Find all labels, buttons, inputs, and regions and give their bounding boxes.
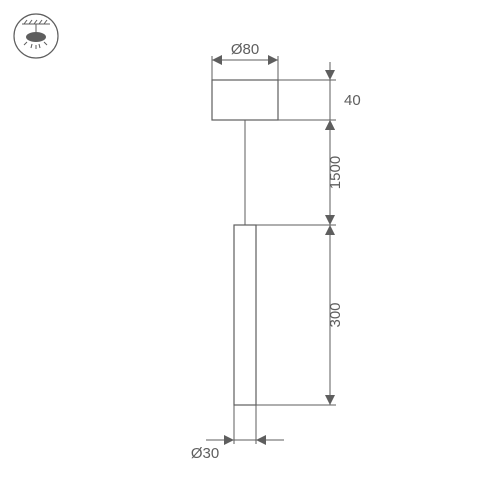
- lamp-body: [234, 225, 256, 405]
- pendant-lamp-drawing: Ø80 Ø30 40 1500 300: [0, 0, 500, 500]
- mounting-type-icon: [14, 14, 58, 58]
- dim-canopy-height: 40: [344, 92, 361, 109]
- dim-cable-length: 1500: [327, 156, 344, 189]
- dim-bottom-diameter: Ø30: [191, 445, 219, 462]
- canopy: [212, 80, 278, 120]
- dim-top-diameter: Ø80: [231, 41, 259, 58]
- dim-body-length: 300: [327, 302, 344, 327]
